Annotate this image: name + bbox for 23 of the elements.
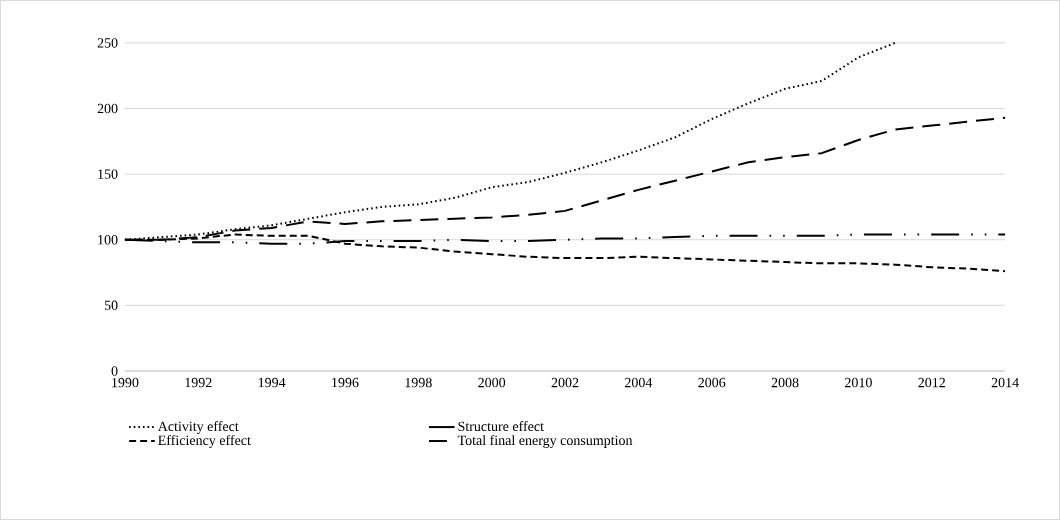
x-tick-label: 1996 bbox=[332, 377, 359, 388]
x-tick-label: 1998 bbox=[405, 377, 432, 388]
x-tick-label: 2002 bbox=[551, 377, 579, 388]
y-tick-label: 100 bbox=[98, 235, 118, 245]
x-tick-label: 2006 bbox=[698, 377, 726, 388]
x-tick-label: 2014 bbox=[991, 377, 1019, 388]
legend-label: Efficiency effect bbox=[158, 435, 251, 448]
x-tick-label: 2010 bbox=[845, 377, 872, 388]
x-tick-label: 2008 bbox=[771, 377, 799, 388]
legend-label: Structure effect bbox=[458, 421, 544, 432]
y-tick-label: 50 bbox=[104, 300, 118, 311]
x-tick-label: 2000 bbox=[478, 377, 506, 388]
legend-label: Activity effect bbox=[157, 421, 239, 435]
x-tick-label: 1990 bbox=[112, 377, 139, 388]
x-tick-label: 1992 bbox=[185, 377, 212, 388]
x-tick-label: 1994 bbox=[258, 377, 286, 388]
legend-label: Total final energy consumption bbox=[457, 435, 633, 448]
y-tick-label: 200 bbox=[97, 103, 118, 114]
x-tick-label: 2004 bbox=[624, 377, 653, 388]
y-tick-label: 0 bbox=[111, 366, 118, 376]
x-tick-label: 2012 bbox=[918, 377, 945, 388]
y-tick-label: 250 bbox=[97, 38, 118, 48]
y-tick-label: 150 bbox=[98, 169, 118, 179]
